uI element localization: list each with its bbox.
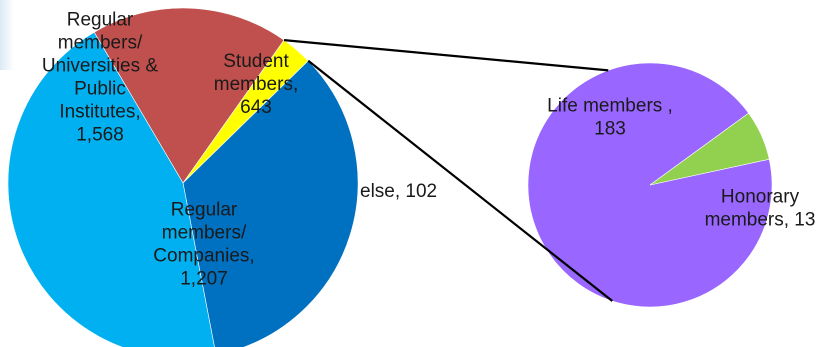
main-pie-slice-student-members: [93, 7, 285, 184]
sub-pie-data-label: Life members , 183: [547, 96, 673, 140]
main-pie-data-label: else, 102: [360, 181, 437, 202]
sub-pie-slice-honorary-members-13: [649, 112, 770, 186]
main-pie-data-label: Regular members/Universities & Public Insti…: [42, 10, 158, 146]
connector-line-bottom: [307, 59, 613, 302]
main-pie-data-label: Regular members/Companies, 1,207: [153, 200, 254, 290]
sub-pie-data-label: Honorary members, 13: [705, 187, 816, 231]
main-pie-slice-regular-members: [7, 31, 215, 347]
connector-line-top: [283, 39, 609, 72]
corner-decoration: [0, 0, 14, 70]
main-pie-data-label: Student members, 643: [214, 51, 298, 118]
main-pie-slice-regular-members: [182, 60, 359, 347]
